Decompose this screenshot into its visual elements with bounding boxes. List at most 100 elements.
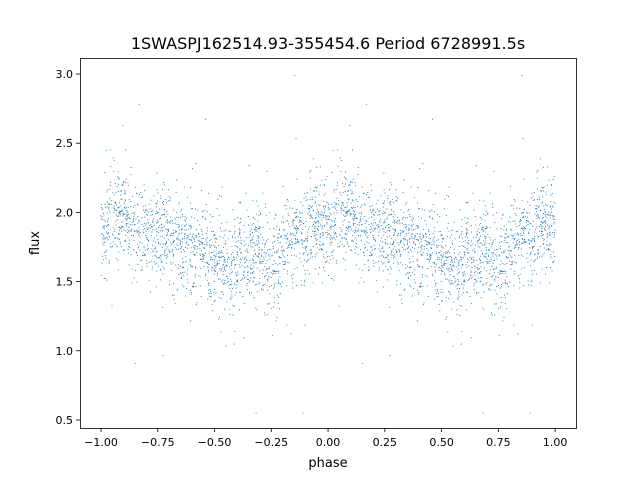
data-point [456,309,458,311]
data-point [352,239,354,241]
data-point [272,263,274,266]
data-point [512,235,514,237]
data-point [402,216,404,218]
data-point [543,239,545,241]
data-point [176,243,178,245]
data-point [377,260,380,262]
data-point [423,245,425,247]
data-point [168,229,170,231]
data-point [111,200,113,202]
data-point [512,208,515,210]
data-point [500,228,502,230]
data-point [214,299,216,301]
data-point [279,293,281,295]
data-point [283,268,285,270]
data-point [549,212,551,214]
data-point [406,239,408,241]
data-point [258,247,260,249]
data-point [317,247,319,249]
data-point [254,252,256,254]
data-point [411,216,413,218]
data-point [162,204,165,206]
data-point [546,166,548,168]
data-point [538,216,540,218]
data-point [398,248,400,250]
data-point [215,292,217,294]
data-point [324,225,326,227]
data-point [103,244,105,246]
data-point [440,273,442,275]
data-point [226,248,228,251]
data-point [322,212,324,214]
data-point [224,257,226,259]
data-point [254,226,256,228]
data-point [536,257,539,259]
data-point [514,261,516,263]
data-point [344,237,346,239]
data-point [202,242,204,244]
data-point [336,212,338,214]
data-point [251,258,254,260]
data-point [302,265,305,267]
data-point [261,236,263,238]
data-point [548,244,550,246]
data-point [472,250,474,252]
data-point [548,225,550,227]
data-point [390,214,393,216]
data-point [106,249,108,251]
data-point [218,253,220,255]
data-point [333,225,335,227]
data-point [115,204,118,206]
data-point [552,205,554,207]
data-point [504,264,506,266]
data-point [312,158,314,160]
data-point [341,243,343,245]
data-point [435,282,437,284]
data-point [250,272,252,274]
data-point [326,175,328,178]
data-point [509,221,512,223]
data-point [515,262,517,264]
data-point [289,243,291,246]
data-point [406,272,408,274]
data-point [507,235,509,237]
data-point [342,191,344,194]
data-point [211,269,213,271]
data-point [440,235,442,237]
data-point [222,279,224,281]
data-point [516,207,518,209]
data-point [457,297,459,299]
data-point [305,199,307,202]
data-point [220,331,222,333]
data-point [395,230,397,232]
data-point [184,225,186,227]
data-point [419,250,421,253]
data-point [458,264,460,267]
data-point [192,233,194,235]
data-point [225,275,227,277]
data-point [458,260,461,262]
data-point [485,226,487,228]
data-point [488,236,490,238]
data-point [518,221,520,223]
data-point [479,217,481,219]
data-point [154,254,156,256]
data-point [157,192,159,194]
data-point [386,230,388,232]
data-point [123,229,125,231]
data-point [167,213,169,215]
data-point [334,208,336,210]
data-point [538,236,540,238]
data-point [265,214,267,216]
data-point [238,222,240,224]
data-point [370,225,372,228]
data-point [446,278,448,280]
data-point [353,210,355,213]
data-point [466,249,468,251]
data-point [252,246,254,248]
data-point [306,240,308,242]
data-point [296,267,298,269]
data-point [202,238,205,240]
data-point [348,210,350,212]
data-point [321,211,323,213]
